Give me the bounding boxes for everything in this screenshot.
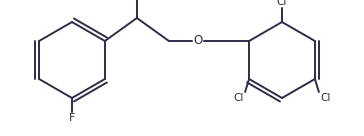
Text: Cl: Cl xyxy=(277,0,287,7)
Text: F: F xyxy=(69,113,75,123)
Text: Cl: Cl xyxy=(234,93,244,103)
Text: O: O xyxy=(193,35,202,47)
Text: Cl: Cl xyxy=(320,93,330,103)
